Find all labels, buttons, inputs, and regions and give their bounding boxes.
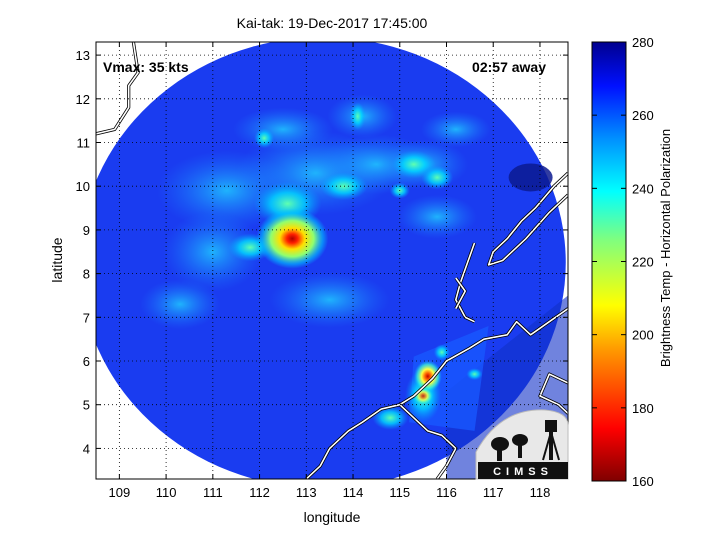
rain-band-1	[319, 172, 368, 201]
coastline-segment-2	[305, 307, 568, 479]
cloud-shield-5	[162, 211, 263, 292]
colorbar-label: Brightness Temp - Horizontal Polarizatio…	[658, 129, 673, 367]
vmax-label: Vmax: 35 kts	[103, 59, 189, 75]
lon-tick-label: 117	[483, 485, 504, 500]
coastal-convection	[413, 360, 442, 393]
rain-band-9	[466, 368, 483, 381]
cimss-logo: CIMSS	[475, 409, 569, 480]
lon-tick-label: 112	[249, 485, 270, 500]
map-gridlines	[96, 42, 568, 479]
lat-tick-label: 11	[77, 136, 91, 151]
colorbar: 160 180 200 220 240 260 280 Brightness Temp - …	[591, 35, 673, 489]
plot-title: Kai-tak: 19-Dec-2017 17:45:00	[237, 15, 428, 31]
cloud-shield-10	[140, 279, 221, 330]
coastline-segment-4	[399, 404, 457, 479]
cloud-shield-3	[232, 107, 333, 152]
lat-tick-label: 7	[83, 310, 90, 325]
colorbar-tick-label: 220	[632, 255, 654, 270]
lon-tick-label: 111	[203, 485, 223, 500]
coastline-segment-3	[539, 373, 568, 414]
coastline-segment-1	[487, 172, 568, 266]
coastline-segment-6	[455, 277, 466, 309]
lat-tick-label: 13	[76, 48, 90, 63]
lat-tick-label: 9	[83, 223, 90, 238]
lon-tick-label: 109	[109, 485, 131, 500]
storm-core	[256, 208, 329, 269]
colorbar-scale	[591, 41, 627, 482]
rain-band-3	[421, 165, 454, 190]
lat-tick-label: 6	[83, 354, 90, 369]
colorbar-tick-label: 200	[632, 328, 654, 343]
lon-tick-label: 113	[296, 485, 317, 500]
lat-tick-label: 4	[83, 441, 90, 456]
lat-tick-label: 8	[83, 267, 90, 282]
rain-band-10	[372, 405, 409, 430]
plot-frame	[95, 41, 569, 480]
latitude-ticks: 4 5 6 7 8 9 10 11 12 13	[76, 48, 568, 456]
colorbar-tick-label: 260	[632, 108, 654, 123]
x-axis-label: longitude	[304, 509, 361, 525]
lat-tick-label: 12	[76, 92, 90, 107]
lat-tick-label: 5	[83, 398, 90, 413]
cimss-logo-text: CIMSS	[493, 466, 553, 478]
lat-tick-label: 10	[76, 179, 90, 194]
colorbar-tick-label: 180	[632, 401, 654, 416]
dark-patch	[508, 163, 553, 192]
colorbar-tick-label: 240	[632, 181, 654, 196]
cloud-shield-9	[420, 111, 491, 148]
lon-tick-label: 115	[389, 485, 410, 500]
lon-tick-label: 118	[530, 485, 551, 500]
coastline-segment-0	[96, 42, 139, 135]
colorbar-tick-label: 280	[632, 35, 654, 50]
lon-tick-label: 114	[343, 485, 364, 500]
map-plot-area: 109 110 111 112 113 114 115 116 117 118 4 5 6 7 8 9 10 1…	[76, 41, 569, 500]
rain-band-5	[254, 128, 275, 149]
lon-tick-label: 116	[436, 485, 457, 500]
rain-band-11	[433, 344, 450, 361]
cloud-shield-7	[397, 194, 478, 239]
lon-tick-label: 110	[156, 485, 177, 500]
cloud-shield-6	[269, 271, 390, 328]
longitude-ticks: 109 110 111 112 113 114 115 116 117 118	[109, 42, 551, 500]
time-away-label: 02:57 away	[472, 59, 546, 75]
coastline-segment-5	[455, 242, 476, 323]
rain-band-4	[349, 102, 366, 131]
colorbar-ticks: 160 180 200 220 240 260 280	[592, 35, 654, 489]
y-axis-label: latitude	[49, 237, 65, 282]
colorbar-tick-label: 160	[632, 474, 654, 489]
brightness-temperature-swath	[96, 42, 568, 479]
coastline	[96, 42, 568, 479]
